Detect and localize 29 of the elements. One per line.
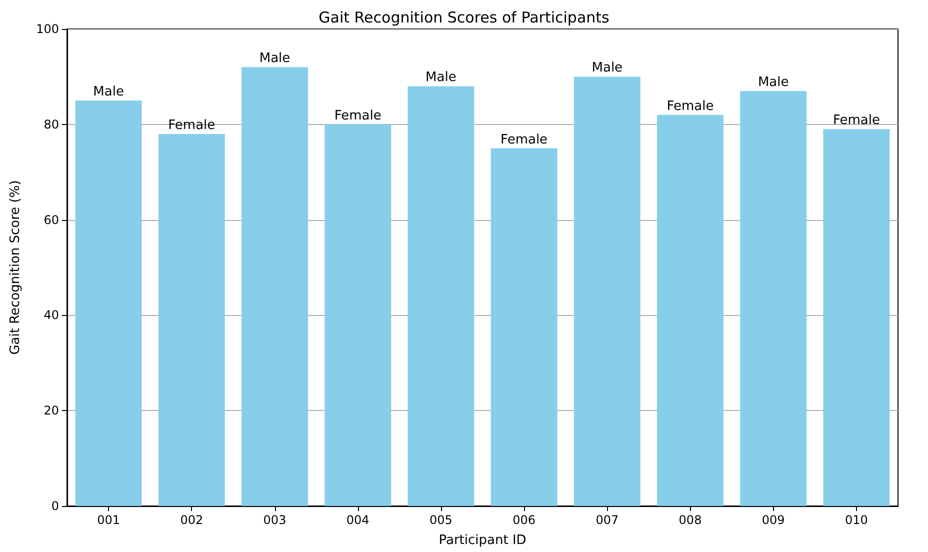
x-tick-label: 004: [346, 513, 370, 527]
x-tick-label: 008: [678, 513, 702, 527]
data-label: Female: [500, 132, 548, 148]
y-axis-title: Gait Recognition Score (%): [8, 180, 23, 355]
data-label: Female: [168, 118, 216, 133]
y-tick-label: 0: [51, 499, 59, 513]
y-tick-label: 20: [44, 404, 59, 418]
y-tick-label: 100: [36, 22, 59, 36]
data-label: Male: [592, 60, 623, 76]
x-axis-title: Participant ID: [438, 533, 526, 548]
x-tick-label: 010: [844, 513, 868, 527]
x-tick-label: 001: [97, 513, 120, 527]
x-tick-label: 002: [180, 513, 204, 527]
x-tick-label: 009: [762, 513, 785, 527]
x-tick-label: 006: [512, 513, 536, 527]
chart-title: Gait Recognition Scores of Participants: [318, 8, 610, 26]
data-label: Male: [426, 70, 456, 86]
y-tick-label: 80: [44, 117, 59, 132]
data-label: Female: [334, 108, 382, 124]
x-tick-label: 005: [429, 513, 452, 527]
data-label: Female: [832, 113, 880, 128]
y-tick-label: 60: [44, 212, 59, 227]
data-label: Male: [259, 51, 290, 66]
x-tick-label: 003: [263, 513, 286, 527]
data-label: Female: [666, 98, 714, 114]
x-tick-label: 007: [596, 513, 619, 527]
y-tick-label: 40: [44, 308, 59, 322]
data-label: Male: [93, 84, 124, 100]
data-label: Male: [758, 75, 789, 90]
